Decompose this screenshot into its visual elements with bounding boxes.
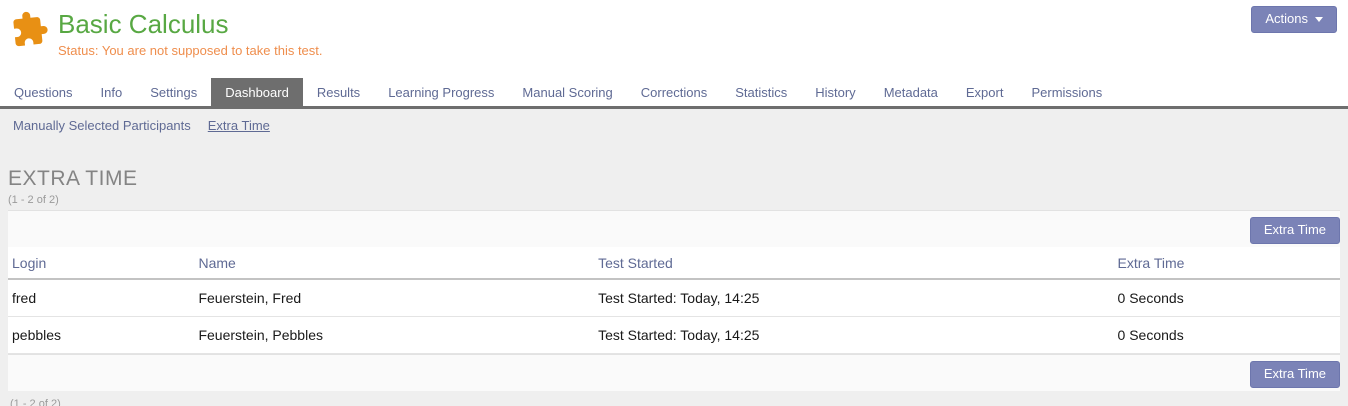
extra-time-button-top[interactable]: Extra Time bbox=[1249, 217, 1340, 244]
tab-statistics[interactable]: Statistics bbox=[735, 85, 788, 100]
cell-name: Feuerstein, Fred bbox=[194, 279, 595, 317]
cell-name: Feuerstein, Pebbles bbox=[194, 316, 595, 354]
column-header-name[interactable]: Name bbox=[194, 247, 595, 280]
section-title: EXTRA TIME bbox=[8, 167, 138, 190]
actions-button-label: Actions bbox=[1265, 11, 1308, 26]
actions-button[interactable]: Actions bbox=[1251, 6, 1337, 33]
table-toolbar-top: Extra Time bbox=[8, 210, 1340, 247]
subtab-extra-time[interactable]: Extra Time bbox=[207, 118, 270, 133]
extra-time-button-bottom[interactable]: Extra Time bbox=[1249, 361, 1340, 388]
tab-export[interactable]: Export bbox=[965, 85, 1004, 100]
table-header-row: Login Name Test Started Extra Time bbox=[8, 247, 1340, 280]
cell-login: fred bbox=[8, 279, 195, 317]
extra-time-table-block: Extra Time Login Name Test Started Extra… bbox=[8, 210, 1340, 391]
column-header-login[interactable]: Login bbox=[8, 247, 195, 280]
cell-extra-time: 0 Seconds bbox=[1113, 316, 1340, 354]
tab-settings[interactable]: Settings bbox=[150, 85, 198, 100]
caret-down-icon bbox=[1315, 16, 1323, 22]
tab-results[interactable]: Results bbox=[316, 85, 361, 100]
cell-test-started: Test Started: Today, 14:25 bbox=[594, 279, 1114, 317]
range-count-top: (1 - 2 of 2) bbox=[8, 194, 59, 206]
tab-questions[interactable]: Questions bbox=[14, 85, 73, 100]
tab-metadata[interactable]: Metadata bbox=[883, 85, 938, 100]
tab-bar: Questions Info Settings Dashboard Result… bbox=[0, 78, 1348, 109]
table-toolbar-bottom: Extra Time bbox=[8, 354, 1340, 391]
cell-test-started: Test Started: Today, 14:25 bbox=[594, 316, 1114, 354]
content-area: Manually Selected Participants Extra Tim… bbox=[0, 109, 1348, 406]
subtab-bar: Manually Selected Participants Extra Tim… bbox=[0, 109, 1348, 143]
tab-corrections[interactable]: Corrections bbox=[640, 85, 708, 100]
page-title: Basic Calculus bbox=[58, 9, 229, 39]
status-text: Status: You are not supposed to take thi… bbox=[58, 43, 323, 58]
column-header-test-started[interactable]: Test Started bbox=[594, 247, 1114, 280]
tab-dashboard[interactable]: Dashboard bbox=[211, 78, 303, 106]
puzzle-piece-icon bbox=[13, 11, 48, 47]
column-header-extra-time[interactable]: Extra Time bbox=[1113, 247, 1340, 280]
extra-time-table: Login Name Test Started Extra Time fred … bbox=[8, 247, 1340, 354]
tab-info[interactable]: Info bbox=[100, 85, 123, 100]
cell-extra-time: 0 Seconds bbox=[1113, 279, 1340, 317]
table-row: pebbles Feuerstein, Pebbles Test Started… bbox=[8, 316, 1340, 354]
tab-history[interactable]: History bbox=[815, 85, 856, 100]
tab-learning-progress[interactable]: Learning Progress bbox=[388, 85, 495, 100]
page-header: Basic Calculus Status: You are not suppo… bbox=[0, 0, 1348, 78]
cell-login: pebbles bbox=[8, 316, 195, 354]
tab-permissions[interactable]: Permissions bbox=[1031, 85, 1103, 100]
subtab-manually-selected-participants[interactable]: Manually Selected Participants bbox=[13, 118, 191, 133]
tab-manual-scoring[interactable]: Manual Scoring bbox=[522, 85, 613, 100]
table-row: fred Feuerstein, Fred Test Started: Toda… bbox=[8, 279, 1340, 317]
range-count-bottom: (1 - 2 of 2) bbox=[10, 398, 61, 406]
